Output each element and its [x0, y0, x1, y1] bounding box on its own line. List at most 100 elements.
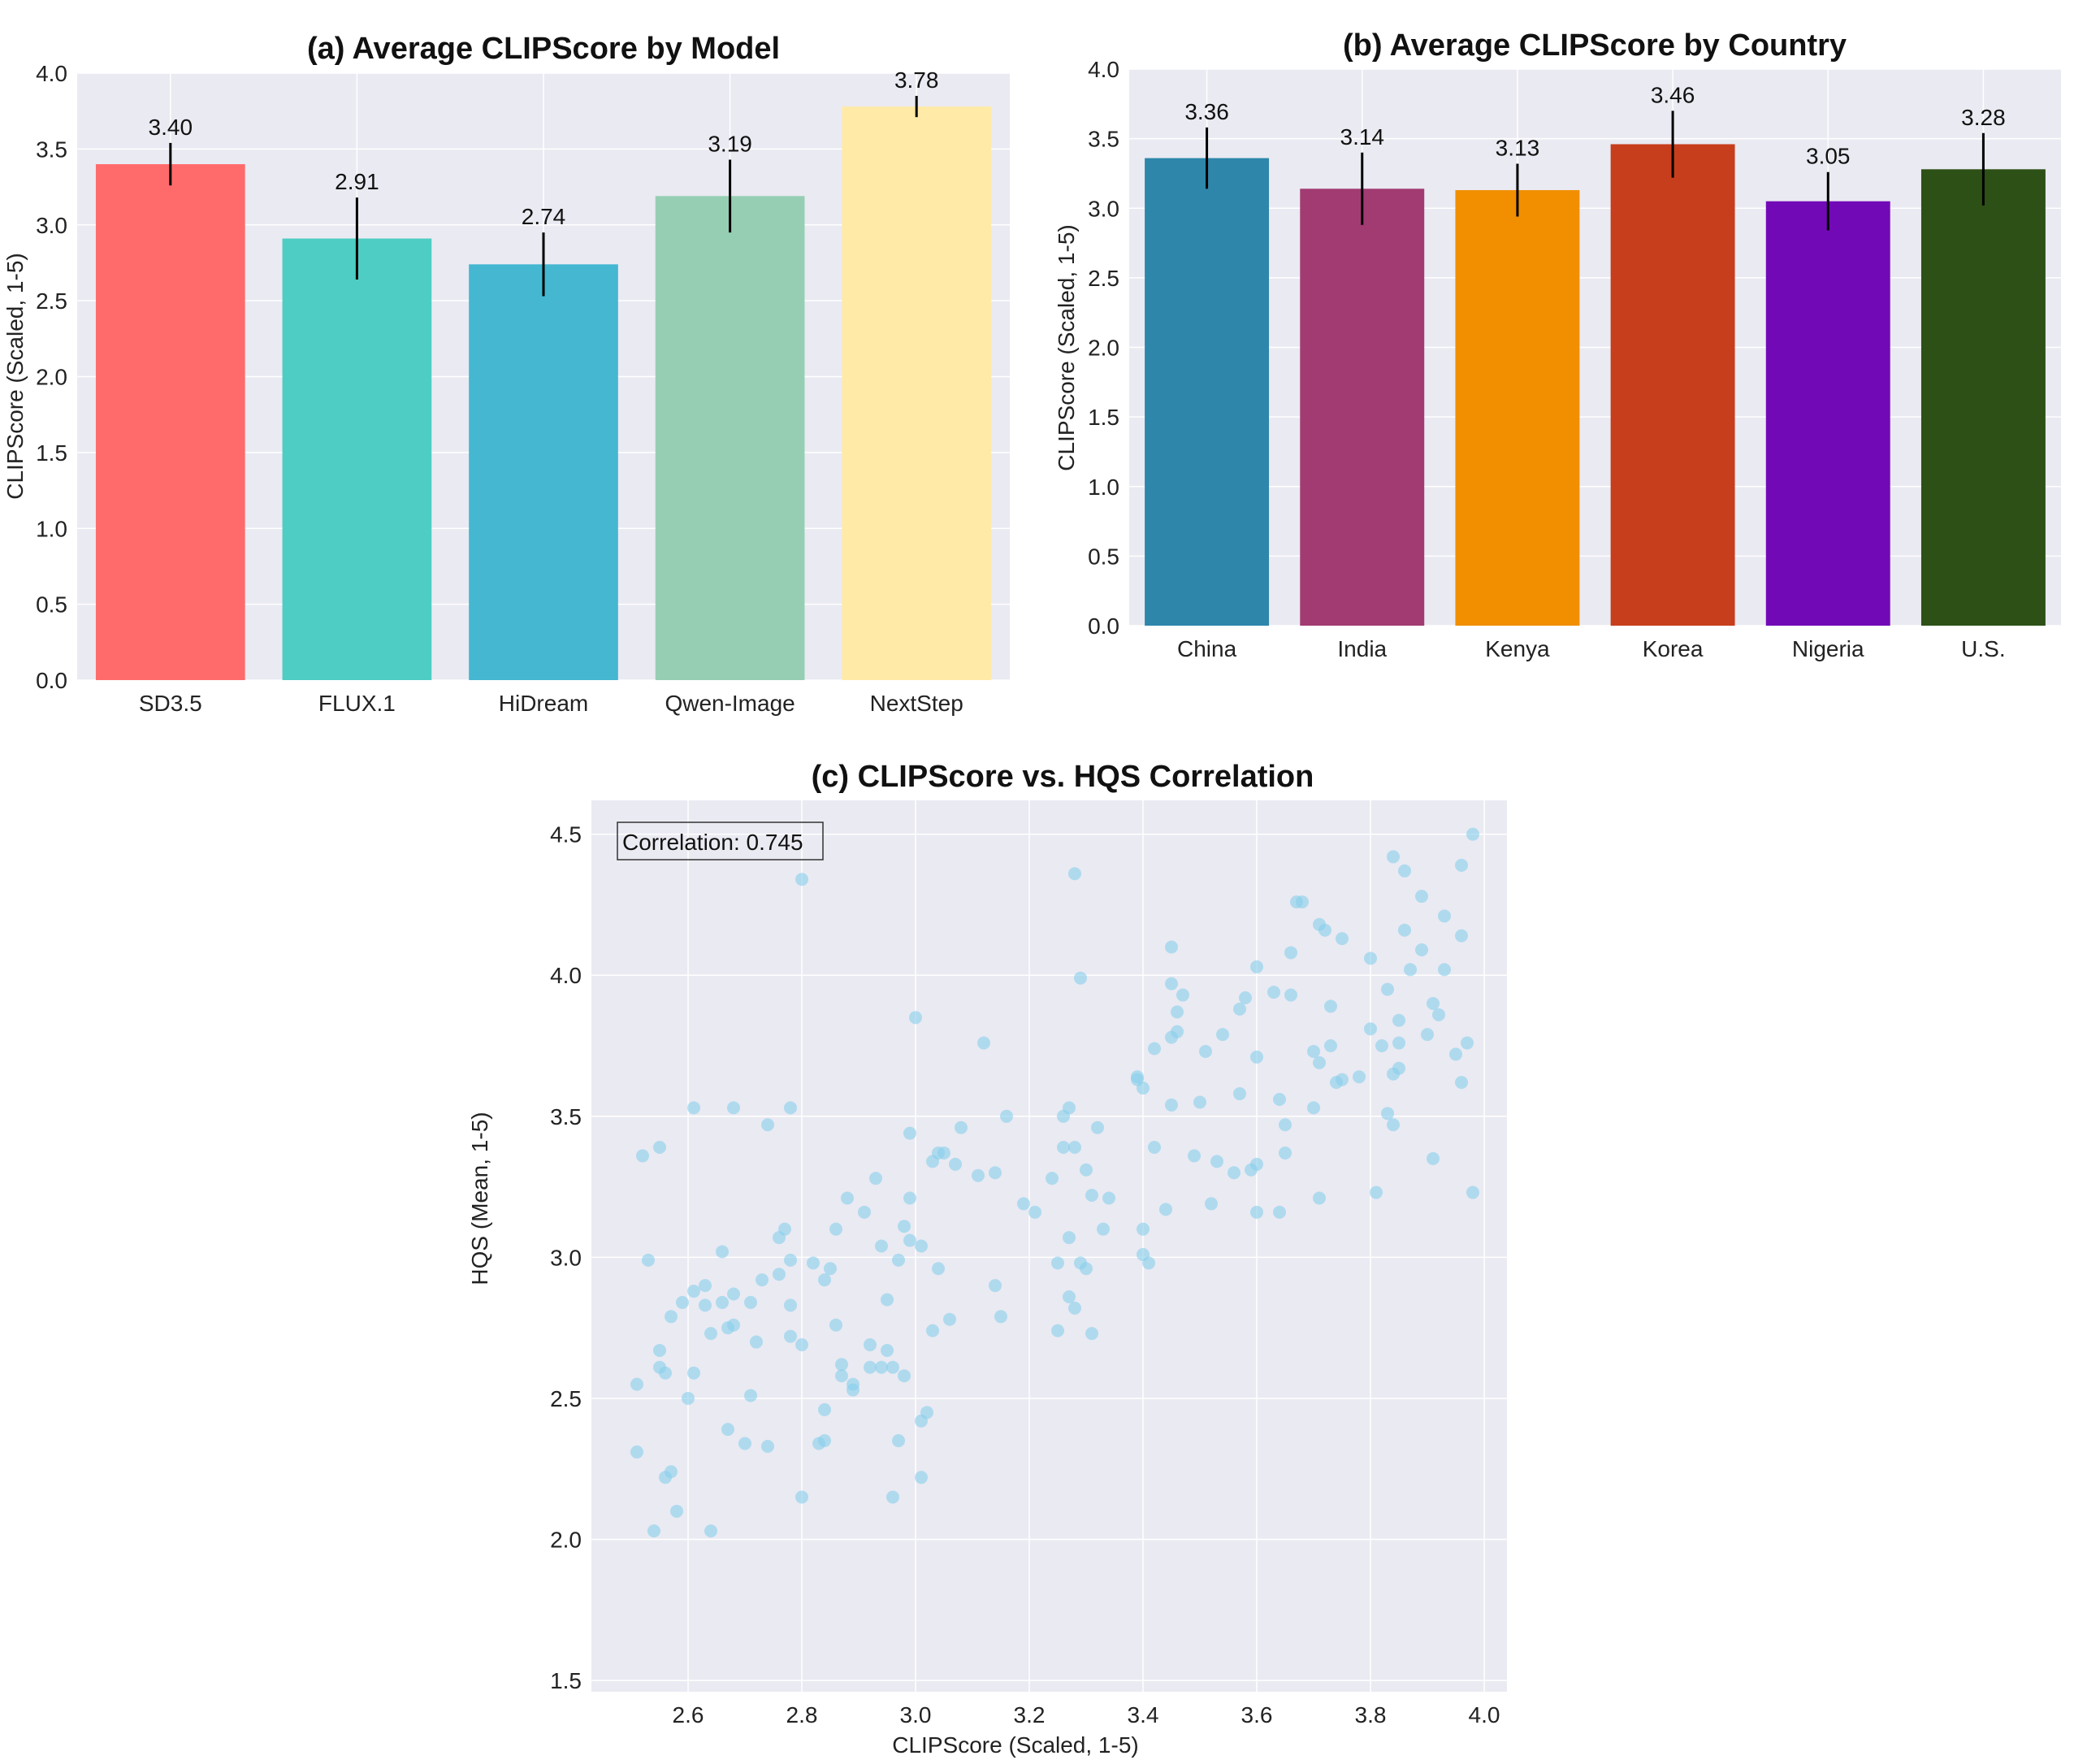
scatter-point — [665, 1310, 678, 1324]
panel-b-y-axis-label: CLIPScore (Scaled, 1-5) — [1054, 224, 1079, 470]
scatter-point — [1398, 864, 1411, 878]
scatter-point — [1387, 850, 1400, 864]
b-value-label: 3.36 — [1184, 99, 1229, 124]
scatter-point — [1438, 963, 1451, 977]
scatter-point — [1233, 1002, 1246, 1016]
scatter-point — [642, 1253, 655, 1267]
scatter-point — [886, 1360, 899, 1374]
scatter-point — [1250, 960, 1263, 973]
scatter-point — [994, 1310, 1007, 1324]
scatter-point — [1296, 895, 1309, 908]
scatter-point — [818, 1273, 831, 1287]
c-x-tick-label: 3.2 — [1014, 1702, 1046, 1727]
scatter-point — [676, 1295, 689, 1309]
c-x-tick-label: 2.8 — [786, 1702, 818, 1727]
a-bar-hidream — [469, 264, 618, 680]
a-y-tick-label: 1.0 — [36, 516, 67, 541]
scatter-point — [687, 1101, 700, 1115]
a-x-tick-label: Qwen-Image — [665, 691, 795, 716]
scatter-point — [1398, 923, 1411, 937]
scatter-point — [1165, 977, 1178, 991]
scatter-point — [881, 1343, 894, 1357]
scatter-point — [1085, 1327, 1098, 1341]
scatter-point — [1324, 999, 1337, 1013]
scatter-point — [1028, 1205, 1041, 1219]
scatter-point — [1461, 1036, 1474, 1050]
scatter-point — [1364, 1022, 1377, 1036]
scatter-point — [1080, 1163, 1093, 1177]
c-y-tick-label: 4.5 — [550, 822, 582, 847]
scatter-point — [1381, 1107, 1394, 1121]
scatter-point — [1421, 1028, 1434, 1042]
scatter-point — [807, 1256, 820, 1270]
correlation-annotation-box — [617, 821, 824, 860]
scatter-point — [989, 1279, 1002, 1293]
scatter-point — [869, 1172, 882, 1186]
scatter-point — [1273, 1092, 1286, 1106]
panel-b: 3.36 3.14 3.13 3.46 3.05 3.28 0.0 0.5 1.0 1.5 2.0… — [1054, 28, 2061, 661]
a-bar-qwen-image — [655, 196, 805, 680]
scatter-point — [1324, 1039, 1337, 1053]
b-value-label: 3.05 — [1806, 144, 1851, 169]
c-x-tick-label: 3.6 — [1241, 1702, 1273, 1727]
scatter-point — [1097, 1222, 1110, 1236]
scatter-point — [903, 1191, 916, 1205]
scatter-point — [1284, 988, 1297, 1002]
scatter-point — [1068, 1301, 1081, 1315]
a-y-tick-label: 0.5 — [36, 592, 67, 618]
panel-c-y-axis-label: HQS (Mean, 1-5) — [467, 1112, 492, 1285]
scatter-point — [864, 1360, 877, 1374]
scatter-point — [1404, 963, 1417, 977]
scatter-point — [1057, 1140, 1070, 1154]
scatter-point — [784, 1298, 797, 1312]
scatter-point — [1131, 1070, 1144, 1084]
c-x-tick-label: 2.6 — [673, 1702, 704, 1727]
a-value-label: 2.74 — [522, 204, 566, 229]
scatter-point — [841, 1191, 854, 1205]
b-bar-india — [1300, 189, 1425, 626]
scatter-point — [630, 1445, 643, 1459]
a-x-tick-label: FLUX.1 — [318, 691, 396, 716]
scatter-point — [1392, 1013, 1405, 1027]
scatter-point — [875, 1360, 888, 1374]
scatter-point — [1455, 858, 1468, 872]
scatter-point — [750, 1335, 763, 1349]
c-y-tick-label: 1.5 — [550, 1668, 582, 1693]
scatter-point — [744, 1389, 757, 1402]
scatter-point — [1165, 1098, 1178, 1112]
scatter-point — [1176, 988, 1189, 1002]
scatter-point — [1438, 909, 1451, 923]
scatter-point — [1137, 1082, 1150, 1095]
scatter-point — [1392, 1061, 1405, 1075]
scatter-point — [653, 1140, 666, 1154]
scatter-point — [875, 1239, 888, 1253]
a-y-tick-label: 0.0 — [36, 668, 67, 693]
scatter-point — [1017, 1197, 1030, 1211]
scatter-point — [835, 1358, 848, 1372]
scatter-point — [1063, 1290, 1076, 1303]
scatter-point — [647, 1524, 660, 1538]
scatter-point — [795, 873, 808, 887]
scatter-point — [1137, 1222, 1150, 1236]
panel-c-title: (c) CLIPScore vs. HQS Correlation — [812, 760, 1314, 794]
scatter-point — [1250, 1050, 1263, 1064]
panel-b-y-ticks: 0.0 0.5 1.0 1.5 2.0 2.5 3.0 3.5 4.0 — [1088, 57, 1119, 639]
scatter-point — [920, 1406, 933, 1420]
scatter-point — [630, 1377, 643, 1391]
scatter-point — [1353, 1070, 1366, 1084]
scatter-point — [1336, 932, 1349, 946]
panel-c-points — [630, 827, 1479, 1538]
panel-b-bars: 3.36 3.14 3.13 3.46 3.05 3.28 — [1145, 82, 2046, 626]
b-y-tick-label: 0.0 — [1088, 613, 1119, 639]
scatter-point — [1427, 1151, 1440, 1165]
b-y-tick-label: 2.5 — [1088, 266, 1119, 291]
scatter-point — [1267, 986, 1280, 999]
scatter-point — [1068, 1140, 1081, 1154]
scatter-point — [1063, 1101, 1076, 1115]
scatter-point — [915, 1471, 928, 1485]
scatter-point — [795, 1338, 808, 1352]
scatter-point — [1199, 1044, 1212, 1058]
a-x-tick-label: NextStep — [870, 691, 963, 716]
a-value-label: 3.19 — [708, 131, 752, 156]
b-bar-korea — [1610, 144, 1735, 626]
